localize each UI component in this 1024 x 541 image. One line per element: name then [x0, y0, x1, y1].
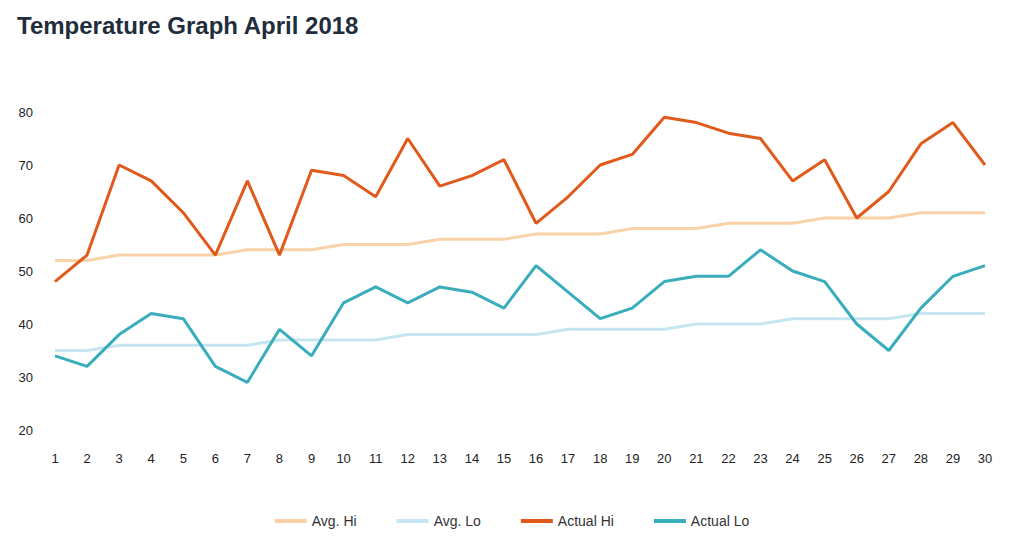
svg-text:25: 25 — [817, 451, 831, 466]
svg-text:Actual Hi: Actual Hi — [558, 513, 614, 529]
svg-text:7: 7 — [244, 451, 251, 466]
svg-text:1: 1 — [51, 451, 58, 466]
svg-text:23: 23 — [753, 451, 767, 466]
svg-text:20: 20 — [19, 423, 33, 438]
svg-text:14: 14 — [465, 451, 479, 466]
svg-text:Actual Lo: Actual Lo — [691, 513, 750, 529]
svg-text:40: 40 — [19, 317, 33, 332]
svg-text:12: 12 — [401, 451, 415, 466]
svg-text:8: 8 — [276, 451, 283, 466]
svg-text:Avg. Hi: Avg. Hi — [312, 513, 357, 529]
svg-text:27: 27 — [882, 451, 896, 466]
svg-text:29: 29 — [946, 451, 960, 466]
svg-text:16: 16 — [529, 451, 543, 466]
svg-text:21: 21 — [689, 451, 703, 466]
svg-text:28: 28 — [914, 451, 928, 466]
svg-text:5: 5 — [180, 451, 187, 466]
svg-text:70: 70 — [19, 158, 33, 173]
svg-text:3: 3 — [116, 451, 123, 466]
svg-text:80: 80 — [19, 105, 33, 120]
svg-text:Avg. Lo: Avg. Lo — [434, 513, 481, 529]
svg-text:18: 18 — [593, 451, 607, 466]
svg-text:20: 20 — [657, 451, 671, 466]
svg-text:Temperature Graph April 2018: Temperature Graph April 2018 — [17, 12, 358, 39]
svg-text:26: 26 — [849, 451, 863, 466]
svg-text:4: 4 — [148, 451, 155, 466]
svg-text:17: 17 — [561, 451, 575, 466]
svg-text:13: 13 — [433, 451, 447, 466]
svg-text:50: 50 — [19, 264, 33, 279]
svg-text:9: 9 — [308, 451, 315, 466]
svg-text:19: 19 — [625, 451, 639, 466]
svg-text:24: 24 — [785, 451, 799, 466]
svg-text:15: 15 — [497, 451, 511, 466]
svg-text:6: 6 — [212, 451, 219, 466]
svg-text:30: 30 — [19, 370, 33, 385]
svg-text:2: 2 — [83, 451, 90, 466]
svg-text:22: 22 — [721, 451, 735, 466]
svg-text:11: 11 — [369, 451, 383, 466]
svg-text:10: 10 — [336, 451, 350, 466]
svg-text:60: 60 — [19, 211, 33, 226]
svg-text:30: 30 — [978, 451, 992, 466]
